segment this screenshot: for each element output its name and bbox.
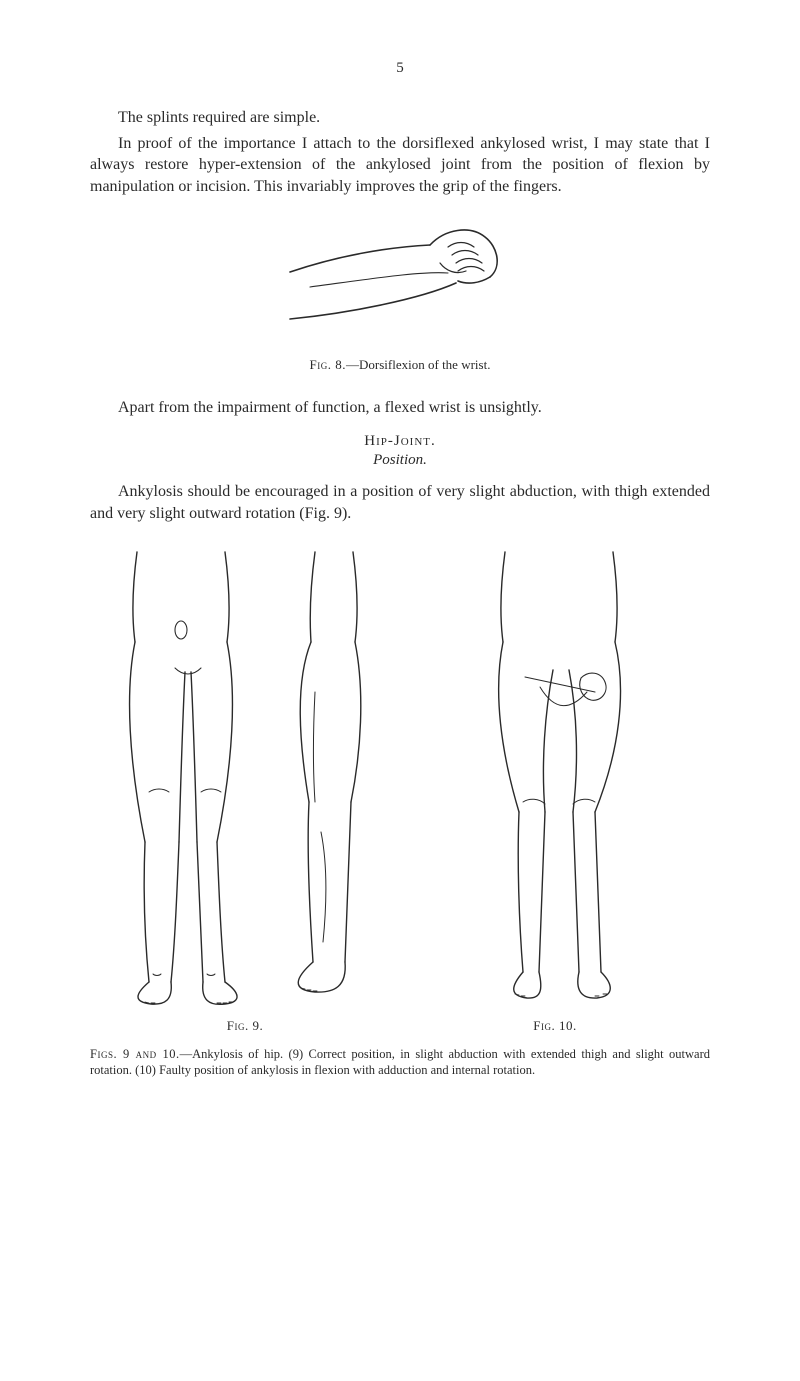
footnote-text: —Ankylosis of hip. (9) Correct position,… (90, 1047, 710, 1077)
figure-labels-row: Fig. 9. Fig. 10. (90, 1018, 710, 1034)
footnote-label: Figs. 9 and 10. (90, 1047, 180, 1061)
figure-9-col (90, 542, 390, 1012)
page-number: 5 (90, 60, 710, 77)
figure-10-svg (445, 542, 675, 1012)
paragraph-1: The splints required are simple. (90, 107, 710, 129)
figure-8-text: —Dorsiflexion of the wrist. (346, 357, 490, 372)
paragraph-3: Apart from the impairment of function, a… (90, 397, 710, 419)
figures-footnote: Figs. 9 and 10.—Ankylosis of hip. (9) Co… (90, 1046, 710, 1079)
page: 5 The splints required are simple. In pr… (0, 0, 800, 1119)
figure-8-label: Fig. 8. (310, 357, 346, 372)
figure-8-caption: Fig. 8.—Dorsiflexion of the wrist. (90, 357, 710, 373)
figure-10-col (410, 542, 710, 1012)
subhead: Position. (90, 452, 710, 469)
paragraph-4: Ankylosis should be encouraged in a posi… (90, 481, 710, 524)
figure-8-wrap (90, 217, 710, 347)
figures-row (90, 542, 710, 1012)
paragraph-2: In proof of the importance I attach to t… (90, 133, 710, 198)
figure-9-svg (105, 542, 375, 1012)
section-head: Hip-Joint. (90, 433, 710, 450)
figure-9-label: Fig. 9. (90, 1018, 400, 1034)
figure-8-svg (280, 217, 520, 347)
figure-10-label: Fig. 10. (400, 1018, 710, 1034)
